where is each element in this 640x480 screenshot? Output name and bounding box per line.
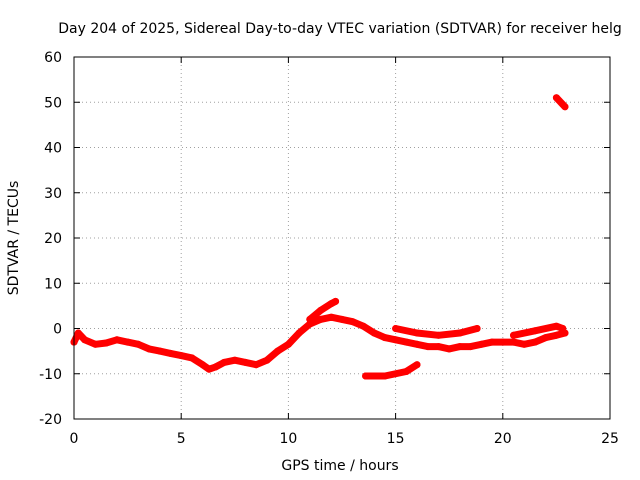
- data-point: [212, 363, 219, 371]
- data-point: [145, 345, 153, 353]
- data-point: [205, 365, 213, 373]
- series-upper-branch-12h: [306, 297, 340, 323]
- data-point: [220, 358, 228, 366]
- series-lower-segment-14h: [362, 361, 421, 380]
- data-point: [295, 329, 303, 337]
- series-upper-branch-20-23h: [510, 322, 567, 339]
- data-point: [402, 338, 410, 346]
- axis-ticks: 0 5 10 15 20 25 -20 -10 0 10 20 30 40 50 60: [39, 50, 619, 447]
- chart-title: Day 204 of 2025, Sidereal Day-to-day VTE…: [58, 21, 621, 37]
- data-point: [477, 340, 485, 348]
- data-point: [510, 338, 517, 346]
- data-point: [435, 343, 442, 351]
- data-point: [177, 352, 185, 360]
- data-point: [392, 336, 400, 344]
- data-point: [102, 339, 110, 347]
- grid: [74, 57, 610, 419]
- data-point: [456, 329, 464, 337]
- data-point: [91, 340, 99, 348]
- data-point: [552, 322, 560, 330]
- series-outlier-22-5h: [552, 94, 569, 111]
- x-axis-label: GPS time / hours: [281, 458, 398, 474]
- x-tick-label: 10: [279, 431, 297, 447]
- series-upper-branch-15-19h: [392, 325, 481, 339]
- data-point: [488, 338, 496, 346]
- data-point: [559, 325, 567, 332]
- x-tick-label: 5: [177, 431, 186, 447]
- data-point: [552, 331, 560, 339]
- data-point: [338, 315, 346, 323]
- data-point: [332, 297, 340, 305]
- y-tick-label: 10: [44, 276, 62, 292]
- data-point: [381, 334, 389, 342]
- data-point: [435, 331, 442, 339]
- data-point: [317, 315, 325, 323]
- y-tick-label: -10: [39, 367, 62, 383]
- y-tick-label: 20: [44, 231, 62, 247]
- data-point: [413, 329, 421, 337]
- data-point: [317, 306, 325, 314]
- data-point: [362, 372, 370, 380]
- data-point: [113, 336, 121, 344]
- data-point: [542, 334, 550, 342]
- y-tick-label: 0: [53, 322, 62, 338]
- data-series: [70, 94, 569, 380]
- data-point: [134, 340, 142, 348]
- data-point: [392, 325, 400, 332]
- data-point: [242, 358, 249, 366]
- data-point: [349, 318, 357, 326]
- y-tick-label: 40: [44, 141, 62, 157]
- data-point: [370, 329, 378, 337]
- data-point: [531, 327, 539, 335]
- data-point: [499, 338, 507, 346]
- series-main-trace: [70, 313, 569, 373]
- data-point: [124, 338, 132, 346]
- data-point: [561, 103, 569, 111]
- data-point: [327, 313, 335, 321]
- data-point: [274, 347, 282, 355]
- data-point: [199, 361, 207, 369]
- data-point: [306, 315, 314, 323]
- y-axis-label: SDTVAR / TECUs: [6, 181, 22, 296]
- data-point: [413, 340, 421, 348]
- data-point: [284, 340, 292, 348]
- data-point: [456, 343, 464, 351]
- data-point: [81, 336, 89, 344]
- data-point: [156, 347, 164, 355]
- data-point: [531, 338, 539, 346]
- data-point: [167, 349, 174, 357]
- y-tick-label: 60: [44, 50, 62, 66]
- x-tick-label: 20: [494, 431, 512, 447]
- data-point: [413, 361, 421, 369]
- x-tick-label: 25: [601, 431, 619, 447]
- data-point: [359, 322, 367, 330]
- x-tick-label: 0: [70, 431, 79, 447]
- y-tick-label: -20: [39, 412, 62, 428]
- data-point: [510, 331, 517, 339]
- data-point: [188, 354, 196, 362]
- data-point: [402, 368, 410, 375]
- data-point: [381, 372, 389, 380]
- y-tick-label: 30: [44, 186, 62, 202]
- data-point: [520, 340, 528, 348]
- series-line: [362, 361, 421, 380]
- data-point: [445, 345, 453, 353]
- y-tick-label: 50: [44, 95, 62, 111]
- x-tick-label: 15: [387, 431, 405, 447]
- data-point: [252, 361, 260, 369]
- data-point: [231, 356, 239, 364]
- data-point: [467, 343, 475, 351]
- data-point: [552, 94, 560, 102]
- data-point: [74, 329, 82, 337]
- data-point: [263, 356, 271, 364]
- data-point: [473, 325, 481, 332]
- data-point: [424, 343, 432, 351]
